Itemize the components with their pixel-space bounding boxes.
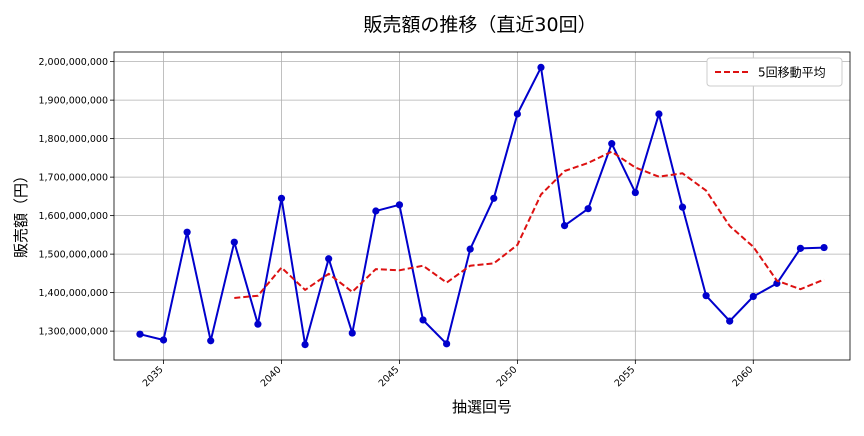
x-tick-label: 2055 <box>613 364 638 389</box>
y-tick-label: 2,000,000,000 <box>38 57 108 68</box>
data-point <box>584 205 592 213</box>
data-point <box>348 329 356 337</box>
data-point <box>277 194 286 202</box>
y-tick-label: 1,800,000,000 <box>38 134 108 145</box>
data-point <box>490 194 498 202</box>
legend-box <box>706 57 843 87</box>
plot-frame <box>113 51 851 361</box>
x-tick-label: 2045 <box>377 364 402 389</box>
data-point <box>726 317 734 325</box>
legend: 5回移動平均 <box>706 57 843 87</box>
data-point <box>560 222 569 230</box>
data-point <box>419 316 427 324</box>
series <box>136 63 828 349</box>
data-point <box>159 336 168 344</box>
grid <box>114 52 850 360</box>
data-point <box>254 320 262 328</box>
data-point <box>230 238 238 246</box>
data-point <box>608 140 616 148</box>
data-point <box>183 228 191 236</box>
data-point <box>513 110 521 118</box>
data-point <box>702 292 710 300</box>
data-point <box>796 244 805 252</box>
data-point <box>395 201 404 209</box>
data-point <box>537 63 545 71</box>
data-point <box>372 207 380 215</box>
y-tick-label: 1,300,000,000 <box>38 327 108 338</box>
y-tick-label: 1,600,000,000 <box>38 211 108 222</box>
data-point <box>655 110 663 118</box>
data-point <box>749 292 757 301</box>
data-point <box>631 188 639 197</box>
x-tick-label: 2060 <box>731 364 756 389</box>
chart-title: 販売額の推移（直近30回） <box>363 14 596 36</box>
data-point <box>678 203 687 211</box>
series-line-moving-average <box>234 150 825 299</box>
y-axis-label: 販売額（円） <box>12 168 30 258</box>
x-axis-label: 抽選回号 <box>452 398 512 416</box>
data-point <box>820 243 828 252</box>
x-tick-label: 2050 <box>495 364 520 389</box>
data-point <box>466 245 474 253</box>
y-tick-label: 1,500,000,000 <box>38 250 108 261</box>
data-point <box>207 337 215 345</box>
x-tick-label: 2035 <box>141 364 166 389</box>
x-tick-label: 2040 <box>259 364 284 389</box>
legend-label-moving-average: 5回移動平均 <box>758 66 826 80</box>
data-point <box>443 340 451 348</box>
ticks: 1,300,000,000 1,400,000,000 1,500,000,000 1… <box>38 57 755 389</box>
data-point <box>325 255 333 263</box>
data-point <box>301 341 309 349</box>
y-tick-label: 1,900,000,000 <box>38 96 108 107</box>
series-line-sales <box>139 66 825 346</box>
data-point <box>136 330 144 338</box>
y-tick-label: 1,400,000,000 <box>38 288 108 299</box>
y-tick-label: 1,700,000,000 <box>38 173 108 184</box>
